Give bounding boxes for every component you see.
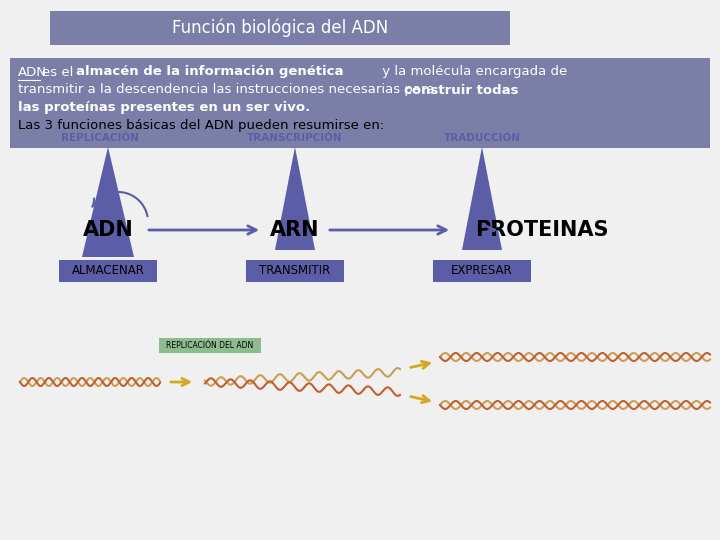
Text: REPLICACIÓN DEL ADN: REPLICACIÓN DEL ADN bbox=[166, 341, 253, 350]
Text: Función biológica del ADN: Función biológica del ADN bbox=[172, 19, 388, 37]
FancyBboxPatch shape bbox=[433, 260, 531, 282]
Text: construir todas: construir todas bbox=[404, 84, 518, 97]
Text: TRADUCCIÓN: TRADUCCIÓN bbox=[444, 133, 521, 143]
Text: ADN: ADN bbox=[18, 65, 47, 78]
Text: Las 3 funciones básicas del ADN pueden resumirse en:: Las 3 funciones básicas del ADN pueden r… bbox=[18, 118, 384, 132]
FancyBboxPatch shape bbox=[50, 11, 510, 45]
Text: TRANSMITIR: TRANSMITIR bbox=[259, 265, 330, 278]
FancyBboxPatch shape bbox=[59, 260, 157, 282]
Text: transmitir a la descendencia las instrucciones necesarias para: transmitir a la descendencia las instruc… bbox=[18, 84, 439, 97]
FancyBboxPatch shape bbox=[159, 338, 261, 353]
Text: almacén de la información genética: almacén de la información genética bbox=[76, 65, 343, 78]
Text: es el: es el bbox=[42, 65, 78, 78]
Polygon shape bbox=[82, 147, 134, 257]
Text: EXPRESAR: EXPRESAR bbox=[451, 265, 513, 278]
Text: ARN: ARN bbox=[270, 220, 320, 240]
FancyBboxPatch shape bbox=[246, 260, 344, 282]
Polygon shape bbox=[462, 147, 502, 250]
Text: y la molécula encargada de: y la molécula encargada de bbox=[378, 65, 567, 78]
Polygon shape bbox=[275, 147, 315, 250]
Text: ALMACENAR: ALMACENAR bbox=[71, 265, 145, 278]
Text: ADN: ADN bbox=[83, 220, 133, 240]
Text: REPLICACIÓN: REPLICACIÓN bbox=[61, 133, 139, 143]
Text: las proteínas presentes en un ser vivo.: las proteínas presentes en un ser vivo. bbox=[18, 102, 310, 114]
Text: TRANSCRIPCIÓN: TRANSCRIPCIÓN bbox=[247, 133, 343, 143]
Text: PROTEINAS: PROTEINAS bbox=[475, 220, 608, 240]
FancyBboxPatch shape bbox=[10, 58, 710, 148]
